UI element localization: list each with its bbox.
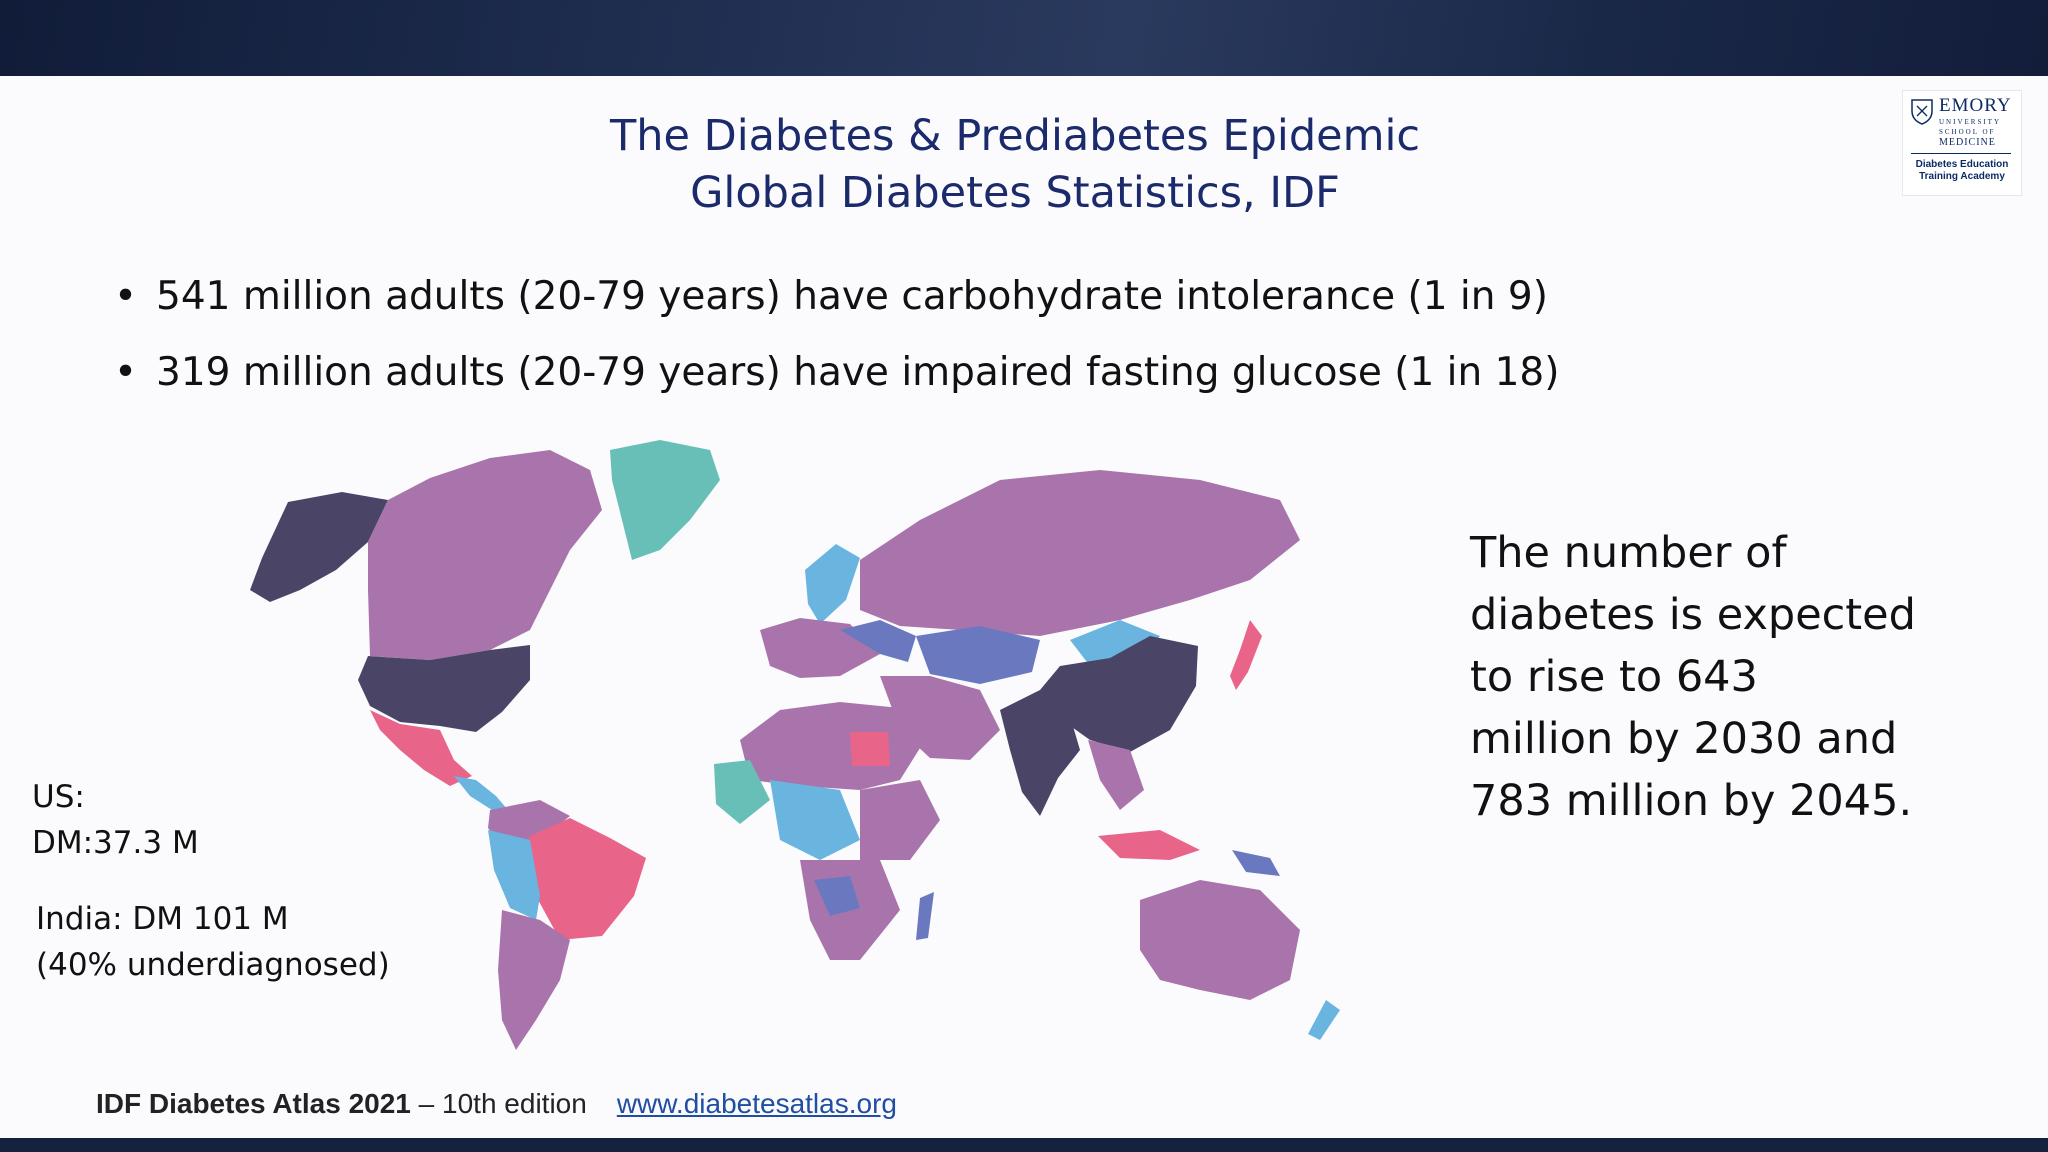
projection-line: 783 million by 2045. [1470,776,1913,826]
logo-program: Diabetes Education Training Academy [1915,159,2009,182]
map-region-peru-bolivia [488,830,540,920]
map-region-australia [1140,880,1300,1000]
header-banner [0,0,2048,76]
map-region-eastern-europe [840,620,916,662]
emory-logo: EMORY UNIVERSITY SCHOOL OF MEDICINE Diab… [1902,90,2022,196]
projection-line: to rise to 643 [1470,652,1758,702]
footer-source: IDF Diabetes Atlas 2021 [96,1088,411,1119]
map-region-central-africa [770,780,860,860]
footer-banner [0,1138,2048,1152]
projection-line: million by 2030 and [1470,714,1898,764]
map-region-india [1000,690,1080,816]
projection-line: The number of [1470,528,1787,578]
map-region-colombia-venezuela [488,800,570,846]
map-region-southeast-asia [1088,740,1144,810]
footer-citation: IDF Diabetes Atlas 2021 – 10th edition ww… [96,1088,897,1120]
map-region-new-zealand [1308,1000,1340,1040]
map-region-east-africa [860,780,940,860]
logo-sub: UNIVERSITY SCHOOL OF [1939,118,2001,136]
map-region-greenland [610,440,720,560]
bullet-item: 541 million adults (20-79 years) have ca… [112,266,1559,342]
map-region-papua [1232,850,1280,876]
map-region-mexico [370,710,472,786]
map-region-kazakhstan [916,626,1040,684]
map-region-egypt [850,732,890,766]
footer-edition: – 10th edition [410,1088,587,1119]
logo-school: MEDICINE [1939,137,1996,148]
map-region-scandinavia [805,544,860,624]
logo-name: EMORY [1939,95,2012,116]
india-stat: India: DM 101 M (40% underdiagnosed) [36,901,390,983]
projection-text: The number of diabetes is expected to ri… [1470,522,1940,832]
map-region-brazil [520,818,646,940]
projection-line: diabetes is expected [1470,590,1916,640]
slide-title: The Diabetes & Prediabetes Epidemic [609,111,1421,161]
map-region-madagascar [916,892,934,940]
shield-icon [1911,99,1933,125]
world-map [250,440,1340,1050]
map-region-russia [860,470,1300,636]
map-region-china [1040,636,1198,752]
logo-divider [1911,153,2011,154]
map-region-alaska [250,492,388,602]
us-stat: US: DM:37.3 M [32,779,199,861]
footer-link[interactable]: www.diabetesatlas.org [616,1088,897,1119]
map-region-argentina-chile [498,910,570,1050]
bullet-list: 541 million adults (20-79 years) have ca… [112,266,1559,418]
map-region-west-africa [714,760,770,824]
map-region-north-africa [740,702,930,790]
map-region-central-america [454,776,508,810]
bullet-item: 319 million adults (20-79 years) have im… [112,342,1559,418]
map-region-usa [358,645,530,732]
map-region-canada [368,450,602,660]
map-region-indonesia [1098,830,1200,860]
map-region-japan [1230,620,1262,690]
map-region-south-africa-region [814,876,860,916]
slide-subtitle: Global Diabetes Statistics, IDF [690,168,1340,218]
